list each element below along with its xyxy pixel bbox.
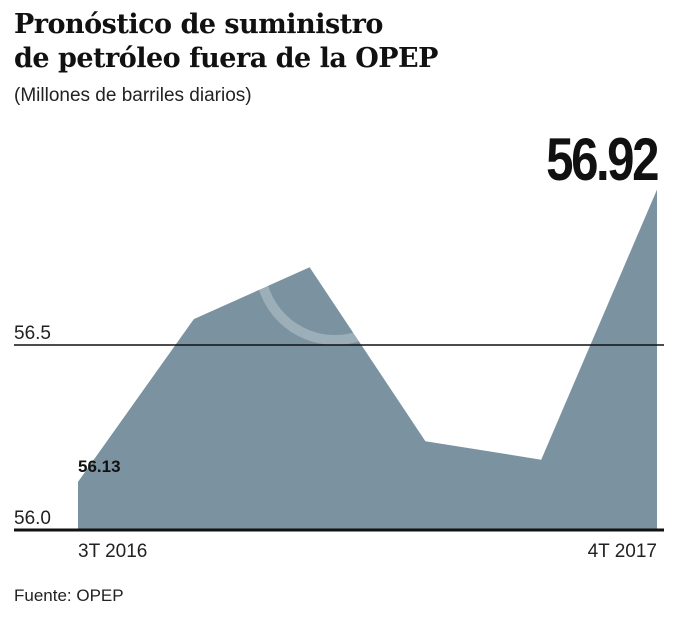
chart-subtitle: (Millones de barriles diarios) <box>14 85 252 106</box>
x-tick-label: 4T 2017 <box>588 541 657 562</box>
area-series <box>78 189 657 530</box>
y-tick-label: 56.5 <box>14 323 51 344</box>
x-tick-label: 3T 2016 <box>78 541 147 562</box>
title-line-2: de petróleo fuera de la OPEP <box>14 43 438 74</box>
y-tick-label: 56.0 <box>14 508 51 529</box>
data-label-last: 56.92 <box>546 125 658 193</box>
title-line-1: Pronóstico de suministro <box>14 9 383 40</box>
chart-title: Pronóstico de suministro de petróleo fue… <box>14 8 438 76</box>
source-note: Fuente: OPEP <box>14 586 124 605</box>
data-label-first: 56.13 <box>78 457 121 476</box>
watermark-globe-icon <box>255 185 415 345</box>
